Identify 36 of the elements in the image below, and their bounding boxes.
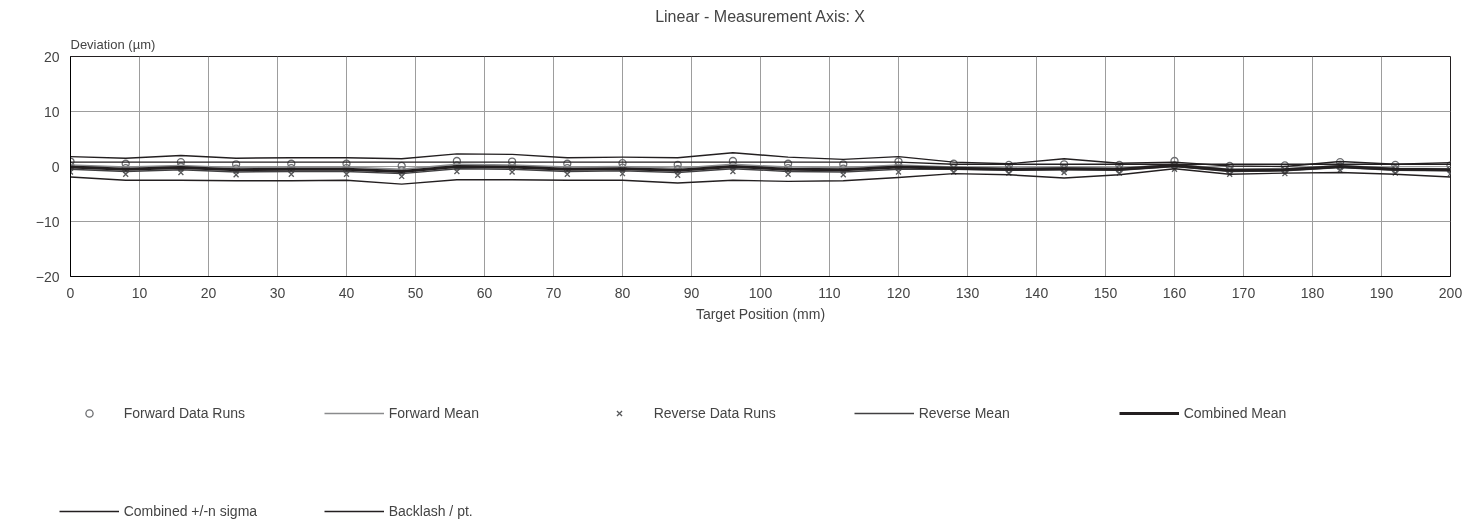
x-tick-label: 130: [955, 284, 980, 301]
y-axis-title: Deviation (µm): [70, 36, 156, 52]
x-tick-label: 190: [1369, 284, 1394, 301]
x-tick-label: 200: [1438, 284, 1463, 301]
x-tick-label: 120: [886, 284, 911, 301]
legend-label: Reverse Mean: [918, 404, 1011, 422]
x-tick-label: 110: [818, 284, 841, 301]
y-tick-label: 10: [43, 103, 60, 120]
x-tick-label: 70: [545, 284, 562, 301]
x-tick-label: 160: [1162, 284, 1187, 301]
x-tick-label: 40: [338, 284, 355, 301]
x-tick-label: 10: [131, 284, 148, 301]
legend-label: Combined Mean: [1183, 404, 1288, 422]
y-tick-label: −20: [35, 268, 60, 285]
x-tick-label: 140: [1024, 284, 1049, 301]
y-tick-label: 0: [51, 158, 60, 175]
x-tick-label: 30: [269, 284, 286, 301]
legend-label: Backlash / pt.: [388, 502, 474, 520]
chart-title: Linear - Measurement Axis: X: [655, 7, 866, 25]
x-axis-title: Target Position (mm): [695, 305, 826, 322]
x-tick-label: 20: [200, 284, 217, 301]
x-tick-label: 80: [614, 284, 631, 301]
y-tick-label: 20: [43, 48, 60, 65]
x-tick-label: 0: [66, 284, 75, 301]
legend-label: Forward Data Runs: [123, 404, 247, 422]
x-tick-label: 180: [1300, 284, 1325, 301]
x-tick-label: 60: [476, 284, 493, 301]
x-tick-label: 50: [407, 284, 424, 301]
legend-label: Forward Mean: [388, 404, 480, 422]
legend-label: Reverse Data Runs: [653, 404, 777, 422]
x-tick-label: 90: [683, 284, 700, 301]
x-tick-label: 100: [748, 284, 773, 301]
legend-label: Combined +/-n sigma: [123, 502, 259, 520]
x-tick-label: 150: [1093, 284, 1118, 301]
x-tick-label: 170: [1231, 284, 1256, 301]
y-tick-label: −10: [35, 213, 60, 230]
